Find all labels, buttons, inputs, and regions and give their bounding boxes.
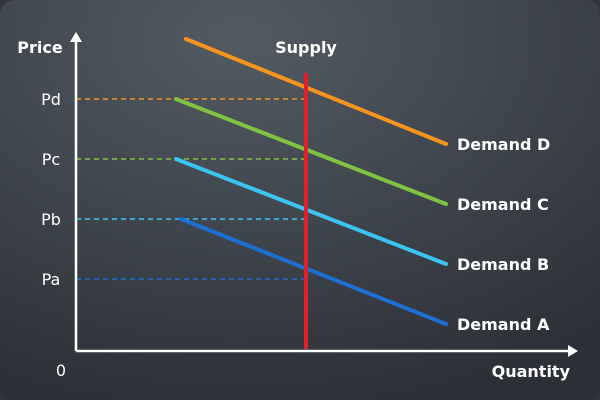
demand-label-d: Demand D bbox=[457, 135, 550, 154]
origin-label: 0 bbox=[56, 361, 66, 380]
x-axis-label: Quantity bbox=[492, 362, 571, 381]
y-axis-label: Price bbox=[17, 38, 63, 57]
demand-label-b: Demand B bbox=[457, 255, 549, 274]
demand-curves bbox=[174, 37, 448, 326]
demand-curve-c bbox=[174, 97, 448, 206]
demand-curve-b bbox=[174, 157, 448, 266]
y-axis-arrow-icon bbox=[70, 32, 82, 42]
price-tick-pc: Pc bbox=[42, 150, 60, 169]
demand-labels: Demand A Demand B Demand C Demand D bbox=[457, 135, 550, 334]
supply-label: Supply bbox=[275, 38, 337, 57]
price-tick-pd: Pd bbox=[41, 90, 61, 109]
supply-group: Supply bbox=[275, 38, 337, 349]
demand-label-a: Demand A bbox=[457, 315, 550, 334]
price-guides bbox=[76, 98, 306, 280]
demand-label-c: Demand C bbox=[457, 195, 549, 214]
demand-curve-a bbox=[179, 217, 448, 326]
demand-curve-d bbox=[184, 37, 448, 146]
x-axis-arrow-icon bbox=[568, 345, 578, 357]
price-tick-pa: Pa bbox=[42, 270, 61, 289]
price-tick-pb: Pb bbox=[41, 210, 61, 229]
price-tick-labels: Pa Pb Pc Pd bbox=[41, 90, 61, 289]
